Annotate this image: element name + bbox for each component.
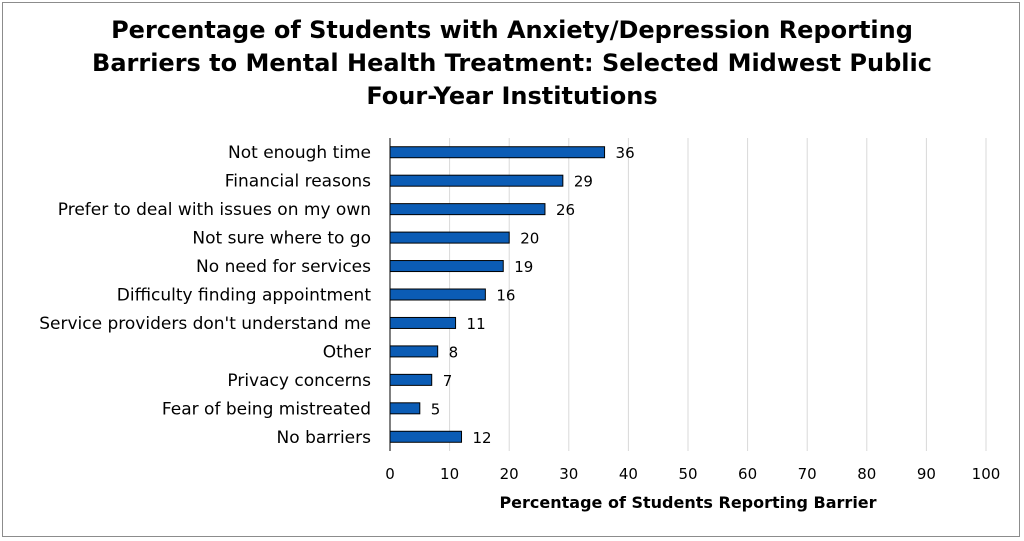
bar: [389, 203, 546, 216]
labels: 0 10 20 30 40 50 60 70 80 90 100 Not enough time 36 F…: [39, 143, 1000, 483]
x-tick-label: 100: [972, 465, 1001, 483]
category-label: No barriers: [277, 428, 372, 448]
data-label: 8: [449, 343, 459, 361]
x-tick-label: 20: [500, 465, 519, 483]
category-label: Not sure where to go: [192, 229, 371, 249]
bar: [389, 174, 564, 187]
bar: [389, 288, 486, 301]
bar: [389, 345, 439, 358]
bar: [389, 260, 504, 273]
chart-title-line-1: Percentage of Students with Anxiety/Depr…: [111, 16, 913, 44]
data-label: 5: [431, 400, 441, 418]
x-tick-label: 90: [917, 465, 936, 483]
bar: [389, 146, 606, 159]
chart-title-line-3: Four-Year Institutions: [366, 82, 658, 110]
data-label: 12: [473, 429, 492, 447]
data-label: 26: [556, 201, 575, 219]
data-label: 11: [467, 315, 486, 333]
category-label: No need for services: [196, 257, 371, 277]
x-tick-label: 50: [678, 465, 697, 483]
x-tick-label: 70: [798, 465, 817, 483]
data-label: 20: [520, 230, 539, 248]
category-label: Not enough time: [228, 143, 371, 163]
x-tick-label: 30: [559, 465, 578, 483]
data-label: 29: [574, 173, 593, 191]
category-label: Difficulty finding appointment: [117, 286, 372, 306]
x-tick-label: 40: [619, 465, 638, 483]
x-axis-title: Percentage of Students Reporting Barrier: [499, 493, 876, 512]
bar: [389, 402, 421, 415]
data-label: 16: [496, 287, 515, 305]
bar: [389, 373, 433, 386]
x-tick-label: 10: [440, 465, 459, 483]
chart-title-line-2: Barriers to Mental Health Treatment: Sel…: [92, 49, 932, 77]
category-label: Service providers don't understand me: [39, 314, 371, 334]
category-label: Privacy concerns: [227, 371, 371, 391]
bar: [389, 231, 510, 244]
category-label: Prefer to deal with issues on my own: [58, 200, 371, 220]
data-label: 7: [443, 372, 453, 390]
x-tick-label: 80: [857, 465, 876, 483]
data-label: 36: [616, 144, 635, 162]
category-label: Fear of being mistreated: [162, 399, 371, 419]
category-label: Other: [323, 342, 371, 362]
data-label: 19: [514, 258, 533, 276]
chart-title: Percentage of Students with Anxiety/Depr…: [0, 14, 1024, 113]
bar: [389, 316, 457, 329]
category-label: Financial reasons: [225, 172, 371, 192]
bar: [389, 430, 463, 443]
x-tick-label: 0: [385, 465, 395, 483]
x-tick-label: 60: [738, 465, 757, 483]
